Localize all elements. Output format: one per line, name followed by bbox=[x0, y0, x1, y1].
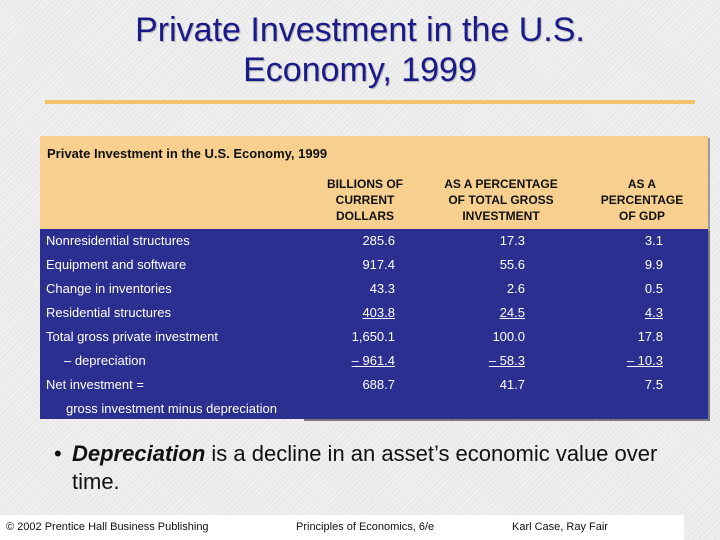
slide-title: Private Investment in the U.S. Economy, … bbox=[0, 10, 720, 90]
table-caption-bar: Private Investment in the U.S. Economy, … bbox=[40, 136, 708, 172]
cell-pct-investment: 100.0 bbox=[492, 329, 525, 344]
bullet-term: Depreciation bbox=[72, 441, 206, 466]
cell-pct-investment: 55.6 bbox=[499, 257, 525, 272]
cell-pct-gdp: 0.5 bbox=[644, 281, 663, 296]
column-header-line: PERCENTAGE bbox=[600, 193, 684, 207]
cell-billions: 1,650.1 bbox=[351, 329, 395, 344]
title-line-1: Private Investment in the U.S. bbox=[135, 11, 585, 49]
row-label: Change in inventories bbox=[46, 281, 172, 296]
column-header-line: AS A PERCENTAGE bbox=[444, 177, 558, 191]
cell-pct-gdp: 17.8 bbox=[637, 329, 663, 344]
cell-pct-investment: 2.6 bbox=[506, 281, 525, 296]
cell-billions: 285.6 bbox=[362, 233, 395, 248]
cell-pct-investment: – 58.3 bbox=[488, 353, 525, 368]
bullet-text: Depreciation is a decline in an asset’s … bbox=[72, 440, 694, 496]
footer-book-title: Principles of Economics, 6/e bbox=[296, 521, 435, 533]
column-header-line: AS A bbox=[627, 177, 657, 191]
column-header-line: OF TOTAL GROSS bbox=[448, 193, 554, 207]
cell-pct-gdp: 4.3 bbox=[644, 305, 663, 320]
table-column-header-bar bbox=[40, 172, 708, 229]
bullet-point: • Depreciation is a decline in an asset’… bbox=[54, 440, 694, 496]
title-line-2: Economy, 1999 bbox=[243, 51, 477, 89]
table-label-area bbox=[40, 229, 302, 419]
cell-pct-gdp: 7.5 bbox=[644, 377, 663, 392]
row-label: Total gross private investment bbox=[46, 329, 218, 344]
column-header-billions: BILLIONS OF CURRENT DOLLARS bbox=[306, 176, 424, 224]
column-header-pct-investment: AS A PERCENTAGE OF TOTAL GROSS INVESTMEN… bbox=[426, 176, 576, 224]
bullet-symbol: • bbox=[54, 441, 62, 466]
cell-pct-gdp: 3.1 bbox=[644, 233, 663, 248]
table-footnote: gross investment minus depreciation bbox=[66, 401, 277, 416]
row-label: Nonresidential structures bbox=[46, 233, 190, 248]
cell-billions: 688.7 bbox=[362, 377, 395, 392]
cell-billions: 917.4 bbox=[362, 257, 395, 272]
column-header-line: INVESTMENT bbox=[462, 209, 540, 223]
cell-pct-gdp: – 10.3 bbox=[626, 353, 663, 368]
column-header-line: OF GDP bbox=[618, 209, 665, 223]
row-label: Equipment and software bbox=[46, 257, 187, 272]
table-value-area bbox=[302, 229, 708, 419]
column-header-line: CURRENT bbox=[335, 193, 395, 207]
slide-footer: © 2002 Prentice Hall Business Publishing… bbox=[0, 515, 684, 540]
footer-authors: Karl Case, Ray Fair bbox=[512, 521, 608, 533]
cell-billions: 43.3 bbox=[369, 281, 395, 296]
row-label: – depreciation bbox=[64, 353, 146, 368]
cell-pct-investment: 41.7 bbox=[499, 377, 525, 392]
row-label: Net investment = bbox=[46, 377, 144, 392]
footer-copyright: © 2002 Prentice Hall Business Publishing bbox=[6, 521, 209, 533]
column-header-line: DOLLARS bbox=[336, 209, 394, 223]
title-divider bbox=[45, 100, 695, 104]
cell-billions: 403.8 bbox=[362, 305, 395, 320]
cell-pct-investment: 24.5 bbox=[499, 305, 525, 320]
cell-pct-gdp: 9.9 bbox=[644, 257, 663, 272]
bullet-definition: is a decline in an asset’s economic valu… bbox=[72, 441, 658, 494]
cell-pct-investment: 17.3 bbox=[499, 233, 525, 248]
column-header-line: BILLIONS OF bbox=[327, 177, 403, 191]
cell-billions: – 961.4 bbox=[351, 353, 395, 368]
table-caption: Private Investment in the U.S. Economy, … bbox=[47, 146, 328, 161]
row-label: Residential structures bbox=[46, 305, 171, 320]
column-header-pct-gdp: AS A PERCENTAGE OF GDP bbox=[582, 176, 702, 224]
